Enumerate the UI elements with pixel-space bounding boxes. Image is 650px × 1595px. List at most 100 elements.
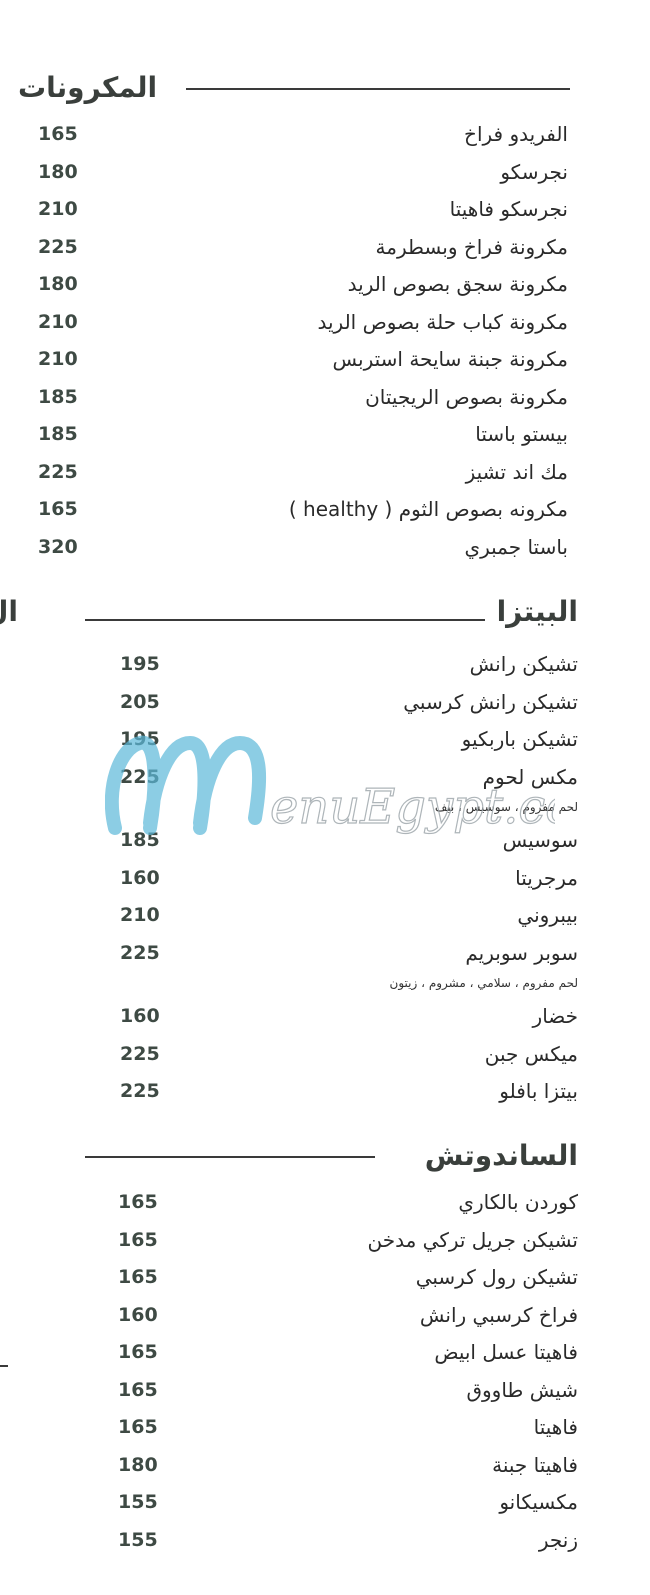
menu-item: كوردن بالكاري 165: [118, 1184, 578, 1222]
menu-item-name: فاهيتا عسل ابيض: [434, 1340, 578, 1364]
menu-item-name: سوبر سوبريم: [465, 940, 578, 965]
menu-item-name: مكس لحوم: [482, 764, 578, 789]
menu-item: خضار 160: [120, 998, 578, 1036]
menu-item-price: 210: [38, 348, 78, 370]
menu-item: بيتزا بافلو 225: [120, 1073, 578, 1111]
menu-item-name: مكرونة فراخ وبسطرمة: [375, 234, 568, 259]
menu-item-name: فاهيتا: [533, 1415, 578, 1439]
section-divider: [85, 1156, 375, 1158]
menu-item-price: 225: [120, 941, 160, 964]
menu-item-name: مرجريتا: [515, 865, 578, 890]
menu-item-price: 180: [38, 273, 78, 295]
menu-item: الفريدو فراخ 165: [38, 116, 568, 154]
menu-item-name: نجرسكو: [500, 159, 568, 184]
menu-item-price: 225: [120, 765, 160, 788]
menu-item-price: 210: [38, 310, 78, 333]
menu-item: مكرونه بصوص الثوم ( healthy ) 165: [38, 491, 568, 529]
menu-item-price: 320: [38, 535, 78, 558]
menu-item: مكرونة فراخ وبسطرمة 225: [38, 229, 568, 267]
menu-item-description: لحم مفروم ، سلامي ، مشروم ، زيتون: [389, 976, 578, 990]
cut-off-title: ال: [0, 595, 18, 628]
menu-item: تشيكن رانش كرسبي 205: [120, 684, 578, 722]
menu-item-price: 225: [38, 460, 78, 483]
menu-item: فاهيتا 165: [118, 1409, 578, 1447]
menu-item-price: 165: [118, 1341, 158, 1363]
menu-item-price: 165: [118, 1228, 158, 1251]
menu-item-name: مكرونة بصوص الريجيتان: [365, 384, 568, 409]
menu-item: نجرسكو 180: [38, 154, 568, 192]
menu-list-sandwiches: كوردن بالكاري 165 تشيكن جريل تركي مدخن 165 ت…: [118, 1184, 578, 1559]
menu-item-name: شيش طاووق: [466, 1377, 579, 1402]
menu-item: مكرونة سجق بصوص الريد 180: [38, 266, 568, 304]
menu-item: مكس لحوم 225: [120, 759, 578, 797]
menu-item: نجرسكو فاهيتا 210: [38, 191, 568, 229]
menu-item-price: 225: [120, 1080, 160, 1102]
menu-item-name: مك اند تشيز: [465, 459, 568, 484]
menu-item-price: 180: [38, 160, 78, 183]
menu-item-price: 185: [38, 385, 78, 408]
menu-item: بيبروني 210: [120, 897, 578, 935]
menu-item-description: لحم مفروم ، سوسيس ، بيف: [434, 800, 578, 814]
menu-item-price: 195: [120, 653, 160, 675]
menu-item-price: 165: [118, 1266, 158, 1288]
menu-item-name: زنجر: [538, 1527, 578, 1552]
menu-item-price: 210: [38, 198, 78, 220]
menu-item: فراخ كرسبي رانش 160: [118, 1297, 578, 1335]
menu-item-name: الفريدو فراخ: [464, 122, 568, 146]
menu-list-pizza: تشيكن رانش 195 تشيكن رانش كرسبي 205 تشيكن با…: [120, 646, 578, 1111]
menu-item-name: كوردن بالكاري: [458, 1190, 578, 1214]
menu-item-name: سوسيس: [502, 828, 578, 852]
menu-item-name: تشيكن رول كرسبي: [415, 1265, 578, 1289]
menu-item: مكرونة بصوص الريجيتان 185: [38, 379, 568, 417]
menu-item: مرجريتا 160: [120, 860, 578, 898]
menu-item-name: باستا جمبري: [464, 534, 568, 559]
menu-item: مكرونة جبنة سايحة استربس 210: [38, 341, 568, 379]
menu-item-name: مكرونه بصوص الثوم ( healthy ): [288, 497, 568, 521]
menu-item: مكرونة كباب حلة بصوص الريد 210: [38, 304, 568, 342]
menu-item-price: 195: [120, 728, 160, 750]
menu-item: باستا جمبري 320: [38, 529, 568, 567]
menu-item-price: 180: [118, 1453, 158, 1476]
menu-item-price: 165: [118, 1191, 158, 1213]
menu-item: مكسيكانو 155: [118, 1484, 578, 1522]
menu-item-price: 225: [120, 1042, 160, 1065]
menu-item-price: 160: [120, 866, 160, 889]
section-title-pasta: المكرونات: [18, 71, 158, 104]
menu-item: زنجر 155: [118, 1522, 578, 1560]
menu-item: بيستو باستا 185: [38, 416, 568, 454]
menu-item: سوبر سوبريم 225: [120, 935, 578, 973]
menu-item-price: 155: [118, 1528, 158, 1551]
menu-item-price: 165: [118, 1378, 158, 1401]
menu-item: تشيكن رول كرسبي 165: [118, 1259, 578, 1297]
menu-item-name: مكسيكانو: [499, 1490, 578, 1514]
menu-item-price: 185: [120, 829, 160, 851]
menu-item: فاهيتا عسل ابيض 165: [118, 1334, 578, 1372]
section-divider-fragment: [0, 1365, 8, 1367]
menu-item: تشيكن رانش 195: [120, 646, 578, 684]
section-title-sandwiches: الساندوتش: [424, 1139, 578, 1172]
menu-item-name: فراخ كرسبي رانش: [419, 1302, 578, 1327]
menu-item-name: بيستو باستا: [475, 422, 568, 446]
menu-item-price: 160: [118, 1303, 158, 1326]
menu-item: مك اند تشيز 225: [38, 454, 568, 492]
menu-item-price: 205: [120, 690, 160, 713]
menu-item-price: 165: [118, 1416, 158, 1438]
menu-item-price: 165: [38, 498, 78, 520]
menu-item: تشيكن باربكيو 195: [120, 721, 578, 759]
menu-item-name: بيبروني: [517, 903, 578, 927]
menu-item-name: ميكس جبن: [484, 1041, 578, 1066]
menu-item-name: مكرونة جبنة سايحة استربس: [332, 347, 568, 371]
menu-item-name: مكرونة سجق بصوص الريد: [347, 272, 568, 296]
menu-item: تشيكن جريل تركي مدخن 165: [118, 1222, 578, 1260]
section-divider: [186, 88, 570, 90]
menu-list-pasta: الفريدو فراخ 165 نجرسكو 180 نجرسكو فاهيتا 210…: [38, 116, 568, 566]
menu-item-price: 185: [38, 423, 78, 445]
menu-item: شيش طاووق 165: [118, 1372, 578, 1410]
menu-item-name: بيتزا بافلو: [499, 1079, 578, 1103]
menu-item-name: مكرونة كباب حلة بصوص الريد: [317, 309, 568, 334]
menu-item: سوسيس 185: [120, 822, 578, 860]
menu-item-name: فاهيتا جبنة: [492, 1452, 578, 1477]
menu-item-price: 225: [38, 235, 78, 258]
menu-item-name: تشيكن جريل تركي مدخن: [367, 1227, 579, 1252]
section-title-pizza: البيتزا: [496, 595, 578, 628]
